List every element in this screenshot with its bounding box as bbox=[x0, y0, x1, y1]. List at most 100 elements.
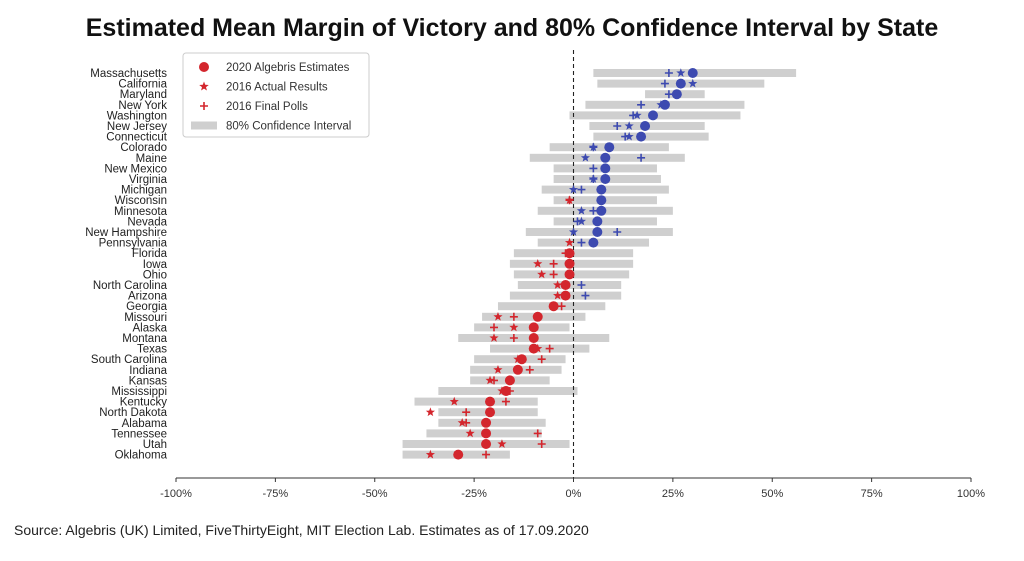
actual-star bbox=[425, 407, 435, 417]
estimate-dot bbox=[671, 89, 682, 100]
estimate-dot bbox=[512, 364, 523, 375]
actual-star bbox=[676, 68, 686, 77]
poll-plus bbox=[577, 185, 586, 194]
poll-plus bbox=[664, 90, 673, 99]
poll-plus bbox=[490, 323, 498, 332]
x-tick-label: 0% bbox=[566, 488, 582, 500]
poll-plus bbox=[537, 355, 546, 364]
state-label: Virginia bbox=[129, 174, 168, 186]
legend-bar-marker bbox=[191, 121, 217, 130]
estimate-dot bbox=[600, 174, 611, 184]
confidence-interval-layer bbox=[402, 69, 797, 459]
estimate-dot bbox=[675, 78, 686, 89]
estimate-dot bbox=[600, 152, 611, 163]
state-label: New Mexico bbox=[104, 163, 167, 175]
estimate-dot bbox=[500, 386, 511, 396]
estimate-dot bbox=[528, 322, 539, 333]
estimate-dot bbox=[592, 227, 603, 237]
estimate-dot bbox=[548, 301, 559, 312]
state-label: Iowa bbox=[143, 259, 168, 271]
state-label: New York bbox=[118, 100, 167, 112]
estimate-dot bbox=[600, 163, 611, 174]
actual-star bbox=[493, 312, 503, 321]
state-label: North Dakota bbox=[99, 407, 167, 419]
poll-plus bbox=[482, 450, 491, 459]
poll-plus bbox=[613, 122, 622, 130]
state-label: Massachusetts bbox=[90, 68, 167, 80]
poll-plus bbox=[462, 408, 471, 417]
poll-plus bbox=[525, 365, 534, 374]
legend-box bbox=[182, 52, 370, 138]
actual-star bbox=[568, 184, 579, 194]
actual-star bbox=[449, 396, 459, 406]
legend-label: 80% Confidence Interval bbox=[226, 121, 351, 133]
state-label: Indiana bbox=[129, 365, 167, 377]
ci-bar bbox=[414, 397, 538, 406]
estimate-dot bbox=[504, 375, 515, 386]
estimate-dot bbox=[481, 428, 492, 439]
state-label: Alabama bbox=[122, 418, 168, 430]
estimate-dot bbox=[659, 99, 670, 110]
actual-star bbox=[509, 322, 519, 332]
state-label: Ohio bbox=[143, 269, 167, 281]
actual-star bbox=[489, 333, 499, 342]
estimate-dot bbox=[648, 110, 658, 121]
state-label: South Carolina bbox=[91, 354, 168, 366]
estimate-dot bbox=[560, 280, 571, 290]
poll-plus bbox=[537, 440, 546, 448]
poll-plus bbox=[509, 334, 518, 342]
legend-star-marker bbox=[199, 81, 209, 91]
poll-plus bbox=[577, 281, 586, 289]
actual-star bbox=[553, 290, 563, 300]
state-label: Alaska bbox=[132, 322, 167, 334]
estimate-dot bbox=[636, 131, 647, 142]
estimate-dot bbox=[560, 290, 571, 301]
state-label: Wisconsin bbox=[115, 195, 167, 207]
state-label: Oklahoma bbox=[115, 450, 168, 462]
estimate-dot bbox=[564, 248, 575, 259]
poll-plus bbox=[549, 259, 558, 268]
state-label: Nevada bbox=[127, 216, 167, 228]
actual-star bbox=[537, 269, 547, 279]
state-label: Minnesota bbox=[114, 206, 168, 218]
actual-star bbox=[576, 216, 587, 226]
actual-star bbox=[568, 227, 579, 236]
poll-plus bbox=[581, 291, 590, 300]
state-label: Florida bbox=[132, 248, 168, 260]
state-label: Michigan bbox=[121, 185, 167, 197]
x-axis: -100% -75% -50% -25% 0% 25% 50% 75% 100% bbox=[160, 477, 985, 500]
state-label: California bbox=[118, 79, 167, 91]
legend-label: 2016 Actual Results bbox=[226, 82, 328, 94]
state-label: Mississippi bbox=[111, 386, 167, 398]
estimate-dot bbox=[481, 417, 492, 428]
x-tick-label: 50% bbox=[761, 488, 783, 500]
legend-plus-marker bbox=[200, 102, 208, 110]
estimate-dot bbox=[528, 343, 539, 354]
poll-plus bbox=[664, 69, 673, 77]
estimate-dot bbox=[588, 237, 599, 248]
state-label: Kansas bbox=[129, 375, 168, 387]
estimate-dot bbox=[596, 195, 607, 206]
state-label: Tennessee bbox=[111, 428, 167, 440]
actual-star bbox=[624, 131, 634, 141]
estimate-dot bbox=[485, 396, 496, 407]
state-label: Maryland bbox=[120, 89, 167, 101]
estimate-dot bbox=[640, 121, 651, 131]
state-label: Maine bbox=[136, 153, 167, 165]
state-label: Connecticut bbox=[106, 132, 168, 144]
poll-plus bbox=[577, 238, 586, 247]
estimate-dot bbox=[687, 68, 698, 78]
legend-label: 2020 Algebris Estimates bbox=[226, 62, 350, 74]
source-note: Source: Algebris (UK) Limited, FiveThirt… bbox=[14, 522, 589, 538]
actual-star bbox=[688, 78, 698, 88]
state-label: Pennsylvania bbox=[99, 238, 168, 250]
ci-bar bbox=[474, 323, 570, 332]
x-tick-label: 25% bbox=[662, 488, 684, 500]
estimate-dot bbox=[516, 354, 527, 365]
actual-star bbox=[425, 449, 435, 459]
estimate-dot bbox=[604, 142, 615, 153]
x-tick-label: -75% bbox=[263, 488, 289, 500]
chart-title: Estimated Mean Margin of Victory and 80%… bbox=[85, 14, 939, 42]
